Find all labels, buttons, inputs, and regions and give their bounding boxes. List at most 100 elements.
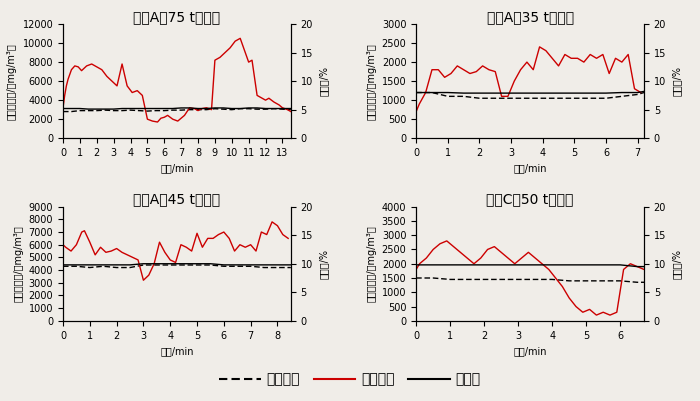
一氧化碳 <box>59 242 67 247</box>
一氧化碳 <box>565 296 573 300</box>
含氧量 <box>586 91 594 95</box>
Line: 二氧化硫: 二氧化硫 <box>416 93 644 98</box>
含氧量 <box>602 91 610 95</box>
一氧化碳 <box>92 65 101 69</box>
Line: 一氧化碳: 一氧化碳 <box>416 47 640 111</box>
二氧化硫 <box>548 277 556 282</box>
一氧化碳 <box>225 236 233 241</box>
含氧量 <box>101 107 109 111</box>
一氧化碳 <box>422 255 430 260</box>
二氧化硫 <box>459 94 468 99</box>
Title: 糖廠A（35 t鍋爐）: 糖廠A（35 t鍋爐） <box>486 10 573 24</box>
一氧化碳 <box>188 249 196 253</box>
二氧化硫 <box>429 275 438 280</box>
含氧量 <box>186 105 194 110</box>
一氧化碳 <box>633 264 641 269</box>
一氧化碳 <box>241 245 249 250</box>
含氧量 <box>565 263 573 267</box>
一氧化碳 <box>113 246 121 251</box>
二氧化硫 <box>202 107 211 112</box>
含氧量 <box>616 263 624 267</box>
一氧化碳 <box>144 117 152 122</box>
含氧量 <box>220 263 228 267</box>
二氧化硫 <box>261 107 270 111</box>
一氧化碳 <box>536 45 544 49</box>
含氧量 <box>253 105 261 110</box>
含氧量 <box>475 91 484 95</box>
二氧化硫 <box>253 107 261 111</box>
一氧化碳 <box>586 52 594 57</box>
二氧化硫 <box>211 106 219 111</box>
含氧量 <box>134 106 143 111</box>
二氧化硫 <box>273 265 281 270</box>
含氧量 <box>169 106 177 111</box>
二氧化硫 <box>144 109 152 113</box>
一氧化碳 <box>484 247 492 252</box>
一氧化碳 <box>62 245 70 250</box>
一氧化碳 <box>490 244 498 249</box>
一氧化碳 <box>262 232 271 237</box>
二氧化硫 <box>113 265 121 270</box>
一氧化碳 <box>415 101 424 106</box>
二氧化硫 <box>507 96 515 101</box>
含氧量 <box>507 91 515 95</box>
一氧化碳 <box>606 313 614 318</box>
Line: 含氧量: 含氧量 <box>416 91 644 93</box>
一氧化碳 <box>166 257 174 262</box>
二氧化硫 <box>617 94 626 99</box>
一氧化碳 <box>498 94 506 99</box>
一氧化碳 <box>472 69 480 74</box>
二氧化硫 <box>446 277 454 282</box>
X-axis label: 時間/min: 時間/min <box>513 164 547 174</box>
一氧化碳 <box>612 310 621 315</box>
二氧化硫 <box>109 108 118 113</box>
二氧化硫 <box>59 264 67 269</box>
含氧量 <box>429 263 438 267</box>
一氧化碳 <box>524 250 533 255</box>
一氧化碳 <box>153 119 162 124</box>
一氧化碳 <box>220 230 228 235</box>
一氧化碳 <box>636 90 645 95</box>
含氧量 <box>160 106 169 111</box>
含氧量 <box>554 91 563 95</box>
二氧化硫 <box>101 108 109 113</box>
Y-axis label: 污染物濃度/（mg/m³）: 污染物濃度/（mg/m³） <box>366 43 376 119</box>
X-axis label: 時間/min: 時間/min <box>160 164 194 174</box>
二氧化硫 <box>480 277 489 282</box>
一氧化碳 <box>599 310 608 315</box>
一氧化碳 <box>548 56 556 61</box>
含氧量 <box>219 105 228 110</box>
含氧量 <box>428 90 436 95</box>
一氧化碳 <box>214 232 223 237</box>
一氧化碳 <box>592 313 601 318</box>
含氧量 <box>194 106 202 111</box>
含氧量 <box>126 106 134 111</box>
二氧化硫 <box>186 107 194 112</box>
X-axis label: 時間/min: 時間/min <box>513 346 547 356</box>
一氧化碳 <box>554 63 563 68</box>
二氧化硫 <box>565 278 573 283</box>
一氧化碳 <box>624 52 632 57</box>
一氧化碳 <box>78 230 86 235</box>
一氧化碳 <box>134 257 142 262</box>
含氧量 <box>72 263 80 267</box>
含氧量 <box>599 263 608 267</box>
Line: 含氧量: 含氧量 <box>416 265 644 267</box>
一氧化碳 <box>510 261 519 266</box>
一氧化碳 <box>198 245 206 250</box>
一氧化碳 <box>545 267 553 272</box>
含氧量 <box>67 106 76 111</box>
一氧化碳 <box>85 240 94 245</box>
含氧量 <box>177 105 186 110</box>
二氧化硫 <box>278 107 286 111</box>
含氧量 <box>617 90 626 95</box>
一氧化碳 <box>193 231 201 236</box>
一氧化碳 <box>129 255 137 260</box>
含氧量 <box>514 263 522 267</box>
一氧化碳 <box>466 71 474 76</box>
二氧化硫 <box>640 90 648 95</box>
含氧量 <box>84 107 92 111</box>
二氧化硫 <box>228 107 236 112</box>
一氧化碳 <box>585 307 594 312</box>
二氧化硫 <box>586 96 594 101</box>
